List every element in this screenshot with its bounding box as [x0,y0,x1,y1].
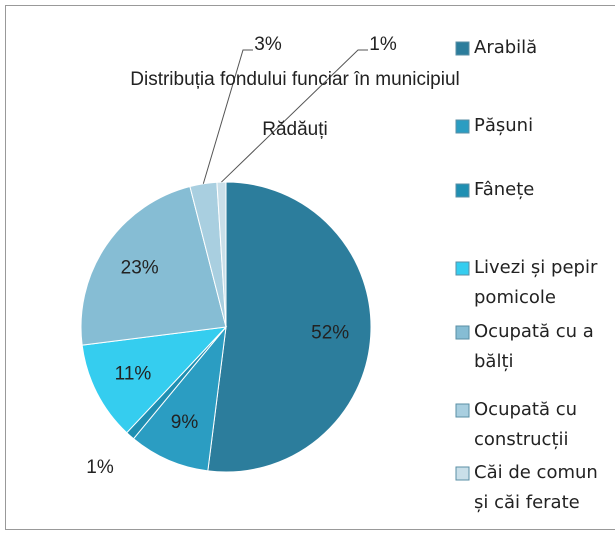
pie-slice [216,181,227,328]
pie-slice [80,185,227,346]
pie-slice [207,181,372,473]
legend-label: Fânețe [474,179,534,200]
leader-line [202,49,253,184]
legend-swatch [455,466,470,481]
data-label: 3% [254,34,282,55]
data-label: 23% [121,257,159,278]
pie-slice [81,326,228,434]
pie-slice [132,325,227,472]
legend-label: Pășuni [474,115,533,136]
legend-label: Ocupată cu construcții [474,399,577,450]
leader-line [221,49,368,183]
legend-swatch [455,119,470,134]
data-label: 9% [171,412,199,433]
legend-label: Livezi și pepir pomicole [474,257,598,308]
legend-label: Căi de comun și căi ferate [474,462,598,513]
legend-label: Ocupată cu a bălți [474,321,594,372]
pie: 52% 9% 1% 11% 23% 3% 1% [80,34,397,478]
data-label: 1% [86,457,114,478]
data-label: 52% [311,323,349,344]
legend-swatch [455,403,470,418]
chart-title: Distribuția fondului funciar în municipi… [130,69,460,140]
legend: Arabilă Pășuni Fânețe Livezi și pepir pomico… [455,37,598,513]
legend-swatch [455,261,470,276]
legend-swatch [455,41,470,56]
data-label: 11% [115,363,152,384]
legend-swatch [455,183,470,198]
legend-label: Arabilă [474,37,537,58]
legend-swatch [455,325,470,340]
data-label: 1% [369,34,397,55]
